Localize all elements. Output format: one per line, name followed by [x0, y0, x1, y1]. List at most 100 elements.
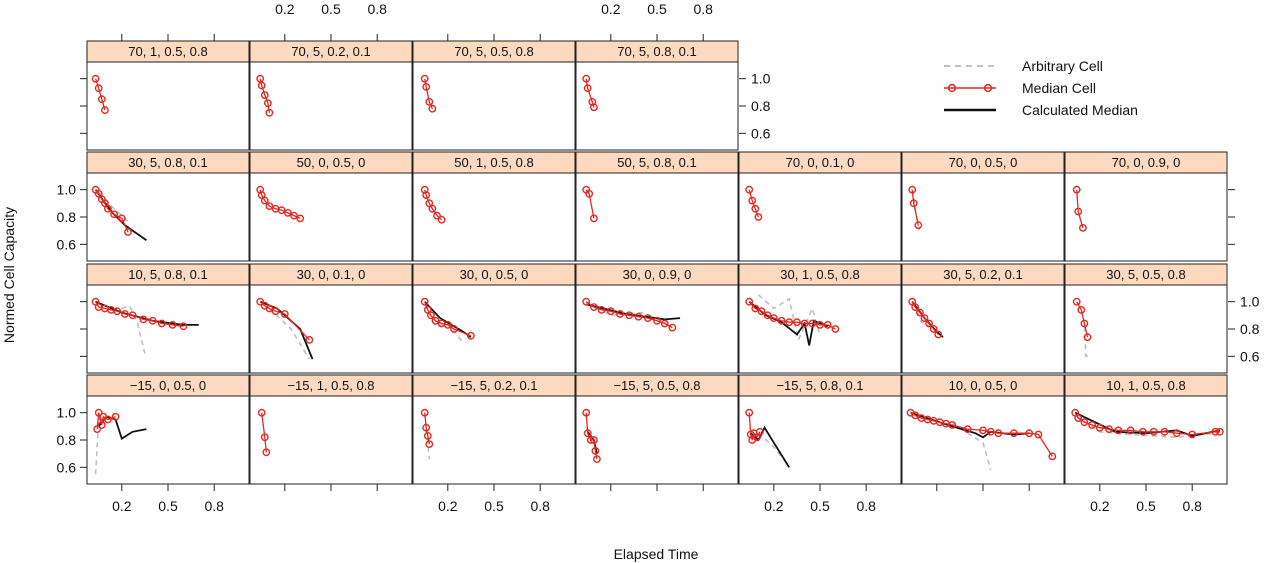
median-cell-point: [745, 297, 754, 306]
panel-plot-area: [249, 172, 413, 262]
y-tick-label: 1.0: [1240, 294, 1260, 310]
median-cell-point: [793, 318, 801, 327]
median-cell-point: [265, 108, 274, 117]
median-cell-point: [582, 408, 591, 417]
median-cell-point: [113, 307, 122, 316]
median-cell-point: [756, 427, 764, 436]
median-cell-point: [280, 310, 289, 318]
median-cell-point: [590, 103, 598, 112]
panel-plot-area: [412, 61, 576, 151]
panel-strip-label: −15, 1, 0.5, 0.8: [287, 378, 374, 393]
median-cell-point: [1009, 429, 1018, 438]
panel: 50, 5, 0.8, 0.1: [575, 151, 739, 262]
x-tick-label: 0.8: [367, 1, 387, 17]
panel-strip-label: 30, 0, 0.9, 0: [623, 267, 692, 282]
panel: 10, 0, 0.5, 0: [901, 374, 1065, 485]
median-cell-point: [1114, 426, 1123, 435]
median-cell-point: [582, 297, 591, 306]
y-tick-label: 1.0: [751, 71, 771, 87]
x-axis-top: 0.2 0.5 0.8: [601, 1, 713, 41]
median-cell-point: [916, 308, 924, 317]
median-cell-point: [816, 320, 824, 329]
panel: −15, 5, 0.2, 0.1: [412, 374, 576, 485]
panel-plot-area: [86, 395, 250, 485]
panel: 70, 0, 0.1, 0: [738, 151, 902, 262]
median-cell-point: [428, 204, 437, 213]
median-cell-point: [914, 221, 923, 230]
median-cell-point: [91, 74, 100, 83]
median-cell-point: [431, 316, 440, 325]
median-cell-point: [823, 320, 832, 329]
panel-strip-label: 30, 5, 0.5, 0.8: [1106, 267, 1186, 282]
median-cell-point: [748, 196, 757, 205]
median-cell-point: [1025, 429, 1034, 438]
median-cell-point: [263, 99, 272, 108]
median-cell-point: [831, 325, 840, 333]
panel-strip-label: 10, 5, 0.8, 0.1: [128, 267, 208, 282]
median-cell-point: [1083, 333, 1092, 342]
median-cell-point: [450, 325, 458, 333]
panel-plot-area: [412, 395, 576, 485]
panel-plot-area: [575, 284, 739, 374]
arbitrary-cell-line: [757, 294, 821, 343]
median-cell-point: [597, 305, 606, 314]
x-axis-top: [121, 34, 215, 41]
median-cell-point: [437, 215, 446, 224]
median-cell-point: [1126, 426, 1135, 435]
median-cell-line: [1076, 189, 1084, 229]
x-tick-label: 0.2: [601, 1, 621, 17]
x-tick-label: 0.2: [275, 1, 295, 17]
x-axis-top: 0.2 0.5 0.8: [275, 1, 387, 41]
median-cell-point: [271, 307, 280, 316]
median-cell-point: [585, 189, 594, 198]
panel-strip-label: 70, 5, 0.2, 0.1: [291, 44, 371, 59]
panel-strip-label: 10, 0, 0.5, 0: [949, 378, 1018, 393]
panel-strip-label: −15, 5, 0.8, 0.1: [776, 378, 863, 393]
median-cell-point: [428, 104, 437, 113]
median-cell-point: [751, 204, 760, 213]
median-cell-point: [305, 335, 314, 344]
median-cell-point: [1149, 427, 1158, 436]
panel: −15, 5, 0.8, 0.1: [738, 374, 902, 485]
x-tick-label: 0.2: [438, 498, 458, 514]
panel-plot-area: [412, 172, 576, 262]
panel-plot-area: [738, 172, 902, 262]
median-cell-point: [808, 319, 817, 328]
median-cell-point: [745, 185, 754, 194]
panel-strip-label: 70, 5, 0.5, 0.8: [454, 44, 534, 59]
median-cell-point: [433, 211, 441, 220]
arbitrary-cell-line: [423, 304, 464, 344]
panel-strip-label: 50, 5, 0.8, 0.1: [617, 155, 697, 170]
median-cell-point: [769, 314, 778, 322]
median-cell-point: [606, 307, 615, 316]
median-cell-point: [101, 106, 109, 115]
median-cell-point: [283, 208, 292, 217]
median-cell-point: [262, 448, 271, 457]
median-cell-point: [265, 304, 274, 313]
median-cell-point: [1080, 319, 1089, 328]
panel-strip-label: 10, 1, 0.5, 0.8: [1106, 378, 1186, 393]
panel-strip-label: 30, 0, 0.5, 0: [460, 267, 529, 282]
median-cell-point: [660, 319, 669, 328]
x-axis-bottom: 0.2 0.5 0.8: [1090, 484, 1202, 514]
x-tick-label: 0.5: [484, 498, 504, 514]
x-tick-label: 0.5: [158, 498, 178, 514]
median-cell-point: [1172, 429, 1181, 438]
panel-strip-label: 30, 1, 0.5, 0.8: [780, 267, 860, 282]
median-cell-point: [1216, 427, 1224, 436]
median-cell-line: [911, 301, 939, 335]
legend-median-marker-right: [983, 83, 993, 93]
median-cell-line: [748, 301, 836, 330]
median-cell-point: [277, 206, 286, 215]
x-tick-label: 0.8: [530, 498, 550, 514]
median-cell-point: [121, 310, 129, 318]
panel-plot-area: [901, 284, 1065, 374]
median-cell-point: [745, 408, 754, 417]
median-cell-line: [259, 189, 301, 219]
y-tick-label: 0.8: [57, 432, 77, 448]
x-axis-top: [447, 34, 541, 41]
y-tick-label: 1.0: [57, 182, 77, 198]
median-cell-point: [634, 312, 643, 321]
median-cell-point: [625, 311, 634, 320]
median-cell-point: [963, 425, 972, 433]
